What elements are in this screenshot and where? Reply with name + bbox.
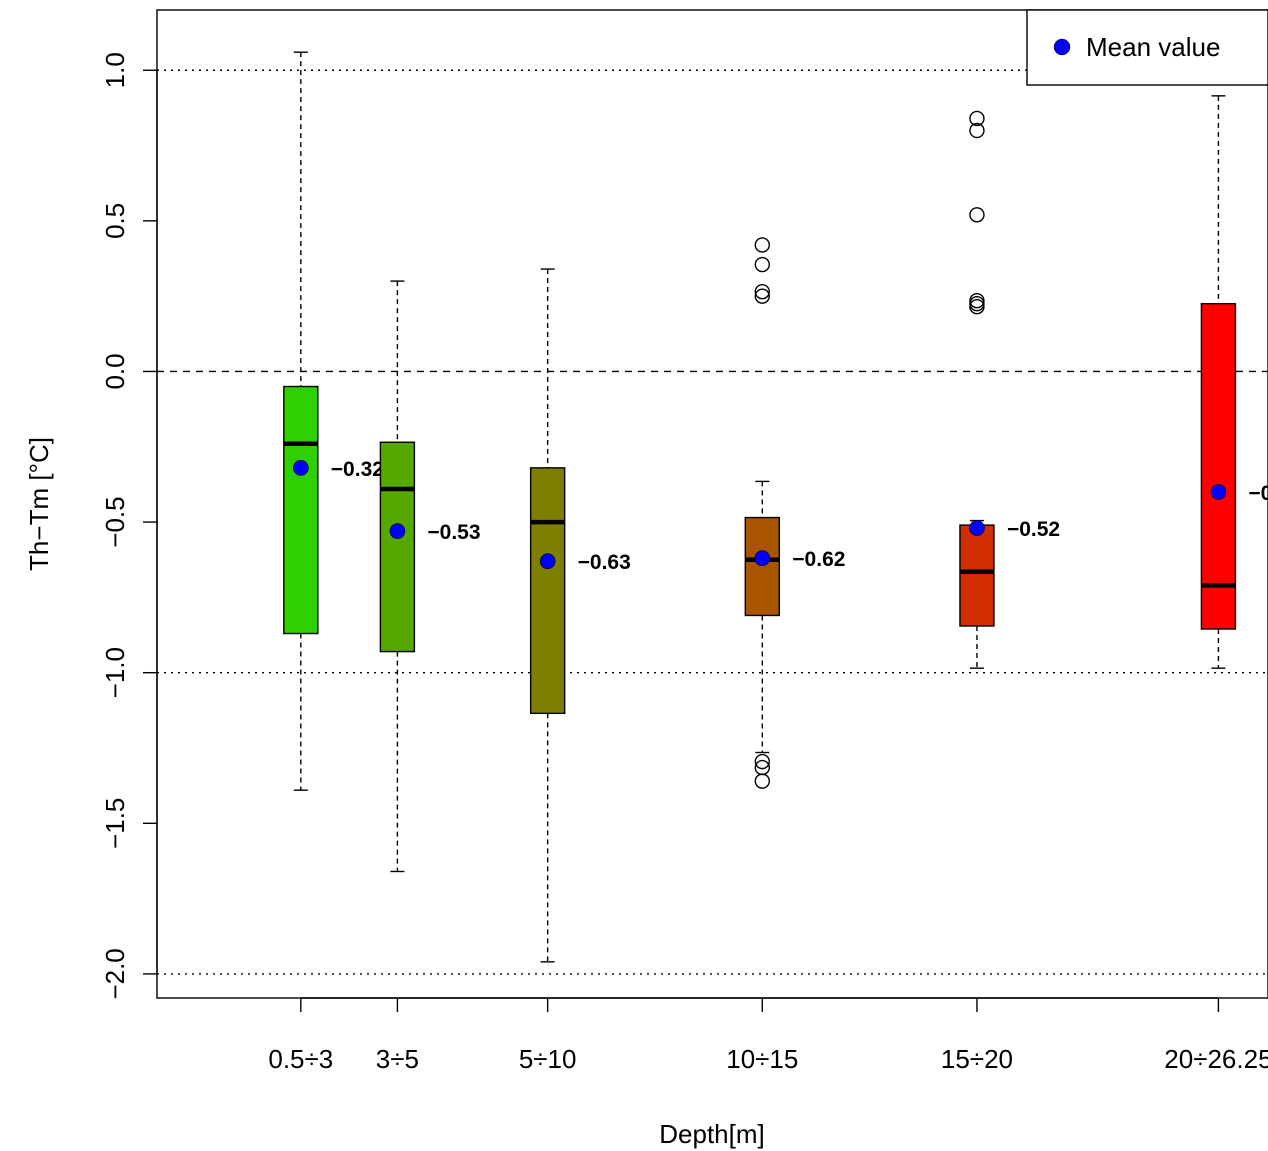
box: −0.53	[379, 280, 481, 873]
outlier-point	[754, 759, 770, 776]
outlier-point	[969, 110, 985, 127]
mean-point	[293, 460, 309, 476]
x-tick-label: 0.5÷3	[268, 1044, 333, 1074]
x-axis: 0.5÷3 3÷5 5÷10 10÷15 15÷20 20÷26.25	[268, 997, 1268, 1074]
mean-point	[539, 553, 556, 570]
y-axis-title: Th−Tm [°C]	[24, 437, 54, 571]
box-rect	[959, 524, 995, 627]
reference-lines	[157, 69, 1268, 975]
y-tick-label: −2.0	[100, 948, 130, 999]
outlier-point	[754, 283, 770, 300]
outlier-point	[754, 288, 770, 304]
y-tick-label: −1.5	[100, 798, 130, 849]
outlier-point	[754, 237, 770, 253]
box: −0.4	[1200, 95, 1268, 669]
mean-label: −0.4	[1248, 482, 1268, 505]
mean-point	[754, 550, 771, 567]
x-tick-label: 10÷15	[726, 1044, 798, 1074]
y-tick-label: 0.5	[100, 203, 130, 239]
box-rect	[744, 516, 780, 617]
legend-label: Mean value	[1086, 32, 1220, 62]
legend-mean-marker	[1053, 38, 1071, 56]
y-tick-label: −1.0	[100, 647, 130, 698]
legend: Mean value	[1026, 9, 1268, 86]
x-tick-label: 20÷26.25	[1164, 1044, 1268, 1074]
mean-label: −0.53	[427, 521, 480, 544]
outlier-point	[754, 256, 770, 273]
y-tick-label: 0.0	[100, 353, 130, 389]
outlier-point	[754, 773, 770, 789]
y-tick-label: 1.0	[100, 52, 130, 88]
mean-label: −0.63	[578, 551, 631, 574]
box: −0.32	[283, 51, 384, 791]
mean-point	[1210, 484, 1227, 500]
box-rect	[529, 467, 566, 715]
box: −0.63	[529, 268, 631, 963]
box-rect	[1200, 302, 1237, 630]
outlier-point	[969, 207, 985, 223]
plot-frame	[156, 9, 1268, 999]
box-rect	[379, 441, 416, 653]
box-rect	[283, 385, 319, 635]
outlier-point	[969, 122, 985, 139]
mean-label: −0.52	[1007, 518, 1060, 541]
y-tick-label: −0.5	[100, 496, 130, 547]
x-tick-label: 3÷5	[376, 1044, 419, 1074]
y-axis: 1.0 0.5 0.0 −0.5 −1.0 −1.5 −2.0	[100, 52, 158, 1000]
box-group: −0.32 −0.53 −0.63 −0.62 −0.52 −0.4	[283, 51, 1268, 963]
outlier-point	[969, 299, 985, 315]
mean-label: −0.32	[331, 458, 384, 481]
mean-label: −0.62	[792, 548, 845, 571]
outlier-point	[754, 753, 770, 770]
mean-point	[969, 520, 985, 536]
outlier-point	[969, 295, 985, 312]
x-axis-title: Depth[m]	[659, 1119, 765, 1149]
x-tick-label: 5÷10	[519, 1044, 577, 1074]
box: −0.52	[959, 110, 1060, 669]
mean-point	[389, 523, 406, 539]
outlier-point	[969, 292, 985, 309]
x-tick-label: 15÷20	[941, 1044, 1013, 1074]
box: −0.62	[744, 237, 845, 789]
